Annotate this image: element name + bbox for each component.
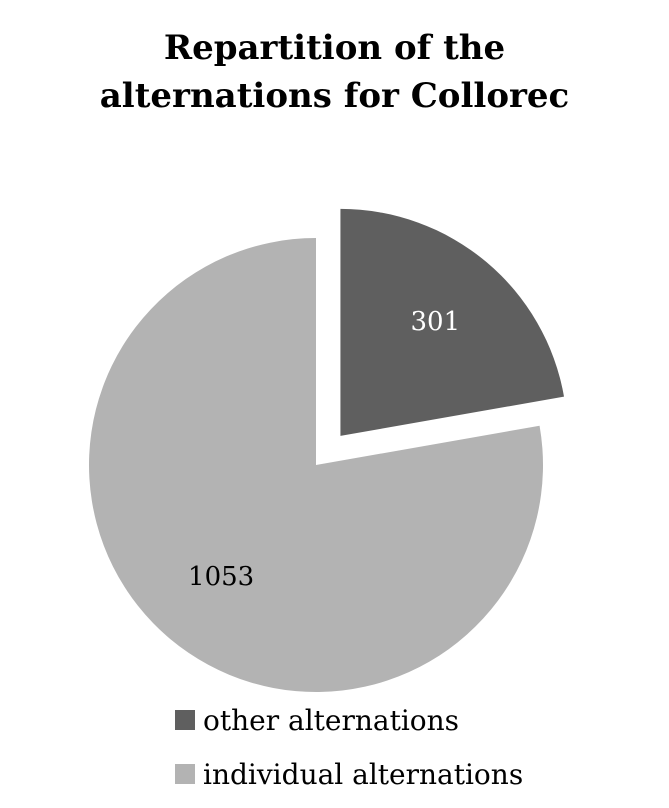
data-label-individual: 1053 [188, 562, 254, 592]
legend-label-other: other alternations [203, 703, 460, 737]
legend-item-other: other alternations [175, 700, 523, 740]
data-label-other: 301 [410, 307, 460, 337]
legend: other alternations individual alternatio… [175, 700, 523, 808]
pie-slice-other [340, 208, 565, 436]
chart-title: Repartition of the alternations for Coll… [0, 24, 669, 120]
chart-title-line-1: Repartition of the [163, 28, 506, 68]
chart-title-line-2: alternations for Collorec [99, 76, 570, 116]
legend-swatch-other [175, 710, 195, 730]
pie-slice-individual [88, 238, 544, 692]
legend-label-individual: individual alternations [203, 757, 524, 791]
legend-swatch-individual [175, 764, 195, 784]
legend-item-individual: individual alternations [175, 754, 523, 794]
